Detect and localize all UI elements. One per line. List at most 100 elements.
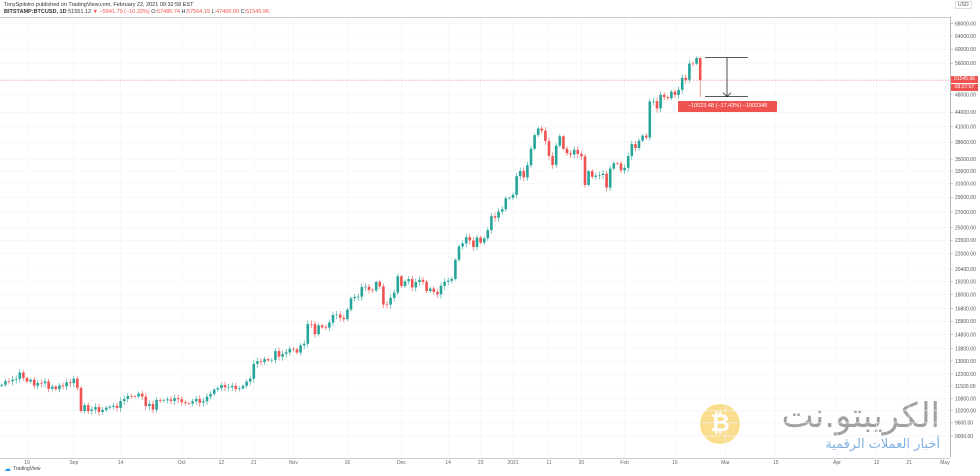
candle-body — [652, 101, 655, 102]
candle-body — [493, 216, 497, 218]
y-tick-label: 11500.00 — [955, 384, 976, 390]
candle-body — [515, 176, 518, 195]
candle-body — [691, 63, 695, 65]
x-tick-label: 23 — [478, 460, 484, 466]
close-label: C: — [240, 9, 247, 15]
candle-body — [594, 175, 598, 177]
candle-body — [122, 398, 126, 402]
candle-body — [425, 281, 428, 292]
candle-body — [608, 168, 612, 188]
candle-body — [547, 141, 551, 156]
candle-body — [443, 281, 446, 286]
candle-body — [580, 153, 583, 157]
ohlc-legend: BITSTAMP:BTCUSD, 1D 51551.12 ▼ −5941.79 … — [4, 9, 269, 15]
y-tick-label: 64000.00 — [955, 34, 976, 40]
candle-body — [288, 348, 292, 353]
y-tick-label: 27000.00 — [955, 210, 976, 216]
candle-body — [32, 379, 36, 386]
x-tick-label: 21 — [906, 460, 912, 466]
candle-body — [7, 381, 11, 382]
candle-body — [544, 130, 547, 142]
candle-body — [162, 400, 166, 401]
x-tick-label: Apr — [833, 460, 841, 466]
candle-body — [115, 405, 119, 408]
x-tick-label: Oct — [178, 460, 186, 466]
y-tick-label: 13000.00 — [955, 359, 976, 365]
candle-body — [248, 378, 252, 382]
candle-body — [158, 399, 162, 401]
candle-body — [76, 378, 79, 388]
symbol: BITSTAMP:BTCUSD, 1D — [4, 9, 67, 15]
y-tick-label: 25000.00 — [955, 225, 976, 231]
candle-body — [144, 396, 148, 407]
candle-body — [630, 144, 634, 157]
candle-body — [216, 388, 220, 390]
x-tick-label: 19 — [24, 460, 30, 466]
candle-body — [662, 94, 666, 98]
candle-body — [270, 359, 274, 361]
candle-body — [256, 361, 259, 364]
candle-body — [299, 345, 302, 353]
candle-body — [482, 238, 486, 243]
candle-body — [583, 156, 587, 185]
low-label: L: — [211, 9, 217, 15]
candle-body — [572, 149, 576, 155]
candle-body — [79, 387, 83, 412]
y-tick-label: 23500.00 — [955, 238, 976, 244]
candle-body — [72, 378, 76, 384]
candle-body — [155, 399, 158, 410]
candle-body — [230, 385, 234, 388]
candle-body — [331, 315, 335, 323]
candle-body — [522, 171, 526, 178]
x-tick-label: May — [940, 460, 950, 466]
high-label: H: — [181, 9, 188, 15]
candle-body — [252, 363, 256, 379]
candle-body — [335, 314, 338, 316]
candle-body — [612, 163, 616, 169]
candle-body — [198, 398, 202, 403]
candle-body — [281, 353, 284, 357]
candle-body — [184, 402, 187, 404]
candle-body — [227, 387, 230, 388]
candle-body — [101, 409, 104, 412]
low-value: 47400.00 — [216, 9, 240, 15]
candle-body — [234, 385, 238, 390]
candle-body — [130, 395, 133, 397]
current-price-label: 51545.96 — [951, 76, 978, 83]
candle-body — [50, 386, 54, 389]
candle-body — [641, 135, 644, 141]
candle-body — [472, 240, 475, 247]
candle-body — [634, 144, 637, 149]
candle-body — [619, 163, 623, 171]
candle-body — [392, 292, 396, 298]
high-value: 57564.19 — [187, 9, 210, 15]
candle-body — [259, 361, 263, 363]
candle-body — [576, 149, 580, 154]
candle-body — [389, 297, 392, 305]
candle-body — [562, 136, 565, 149]
candle-body — [151, 403, 155, 410]
x-tick-label: 12 — [874, 460, 880, 466]
candle-body — [104, 407, 108, 410]
candle-body — [266, 359, 270, 361]
price-axis-line — [950, 17, 951, 457]
y-tick-label: 20400.00 — [955, 267, 976, 273]
candle-body — [205, 396, 209, 402]
candle-body — [410, 279, 414, 288]
candle-body — [659, 94, 662, 109]
candle-body — [320, 325, 324, 328]
candle-body — [310, 323, 313, 325]
candle-body — [54, 386, 58, 390]
y-tick-label: 31000.00 — [955, 182, 976, 188]
candle-body — [540, 128, 544, 131]
candle-body — [209, 393, 212, 397]
candle-body — [356, 296, 360, 298]
candle-body — [688, 63, 691, 80]
candle-body — [47, 381, 50, 389]
tradingview-branding[interactable]: ☁ TradingView — [4, 465, 41, 473]
x-tick-label: 12 — [219, 460, 225, 466]
currency-badge[interactable]: USD — [955, 1, 972, 9]
candle-body — [637, 140, 641, 149]
candle-body — [58, 385, 61, 390]
